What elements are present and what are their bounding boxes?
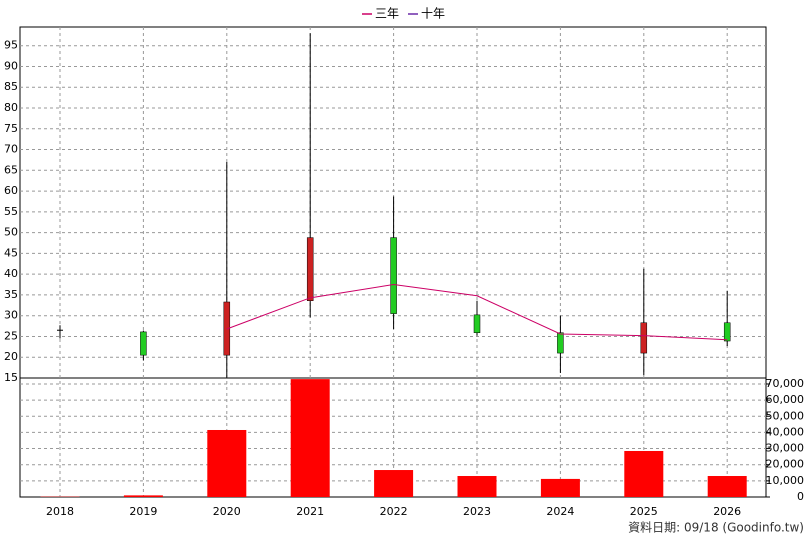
volume-bar: [290, 379, 330, 497]
y-tick-label: 30: [4, 309, 18, 322]
y-tick-label: 65: [4, 163, 18, 176]
y2-tick-label: 60,000: [766, 393, 805, 406]
candle-body: [306, 237, 314, 301]
candle-body: [473, 314, 481, 333]
y2-tick-label: 0: [797, 490, 804, 503]
x-tick-label: 2022: [380, 505, 408, 518]
y-tick-label: 25: [4, 329, 18, 342]
legend-label: 三年: [375, 7, 399, 21]
y-tick-label: 20: [4, 350, 18, 363]
candle-body: [640, 322, 648, 354]
y-tick-label: 40: [4, 267, 18, 280]
volume-bar: [624, 450, 664, 497]
y-tick-label: 45: [4, 246, 18, 259]
y-tick-label: 35: [4, 288, 18, 301]
y2-tick-label: 30,000: [766, 442, 805, 455]
volume-bar: [707, 476, 747, 497]
candle-body: [390, 237, 397, 314]
x-tick-label: 2019: [129, 505, 157, 518]
y-tick-label: 85: [4, 80, 18, 93]
y-tick-label: 70: [4, 143, 18, 156]
x-tick-label: 2026: [713, 505, 741, 518]
y-tick-label: 80: [4, 101, 18, 114]
x-tick-label: 2025: [630, 505, 658, 518]
y-tick-label: 15: [4, 371, 18, 384]
x-tick-label: 2018: [46, 505, 74, 518]
y-tick-label: 75: [4, 122, 18, 135]
candle-body: [557, 332, 564, 354]
volume-bar: [123, 495, 163, 497]
x-tick-label: 2021: [296, 505, 324, 518]
candle-body: [140, 331, 147, 356]
volume-bar: [207, 429, 247, 497]
volume-bar: [374, 470, 414, 497]
candle-body: [723, 322, 731, 342]
legend-label: 十年: [421, 7, 445, 21]
x-tick-label: 2023: [463, 505, 491, 518]
y2-tick-label: 10,000: [766, 474, 805, 487]
y-tick-label: 95: [4, 39, 18, 52]
y-tick-label: 55: [4, 205, 18, 218]
y2-tick-label: 70,000: [766, 377, 805, 390]
y2-tick-label: 20,000: [766, 458, 805, 471]
y-tick-label: 90: [4, 59, 18, 72]
x-tick-label: 2024: [546, 505, 574, 518]
y-tick-label: 60: [4, 184, 18, 197]
footer-note: 資料日期: 09/18 (Goodinfo.tw): [628, 521, 804, 535]
x-tick-label: 2020: [213, 505, 241, 518]
volume-bar: [457, 476, 497, 497]
y2-tick-label: 50,000: [766, 409, 805, 422]
volume-bar: [540, 478, 580, 497]
y2-tick-label: 40,000: [766, 425, 805, 438]
avg-line: [226, 284, 728, 341]
y-tick-label: 50: [4, 226, 18, 239]
